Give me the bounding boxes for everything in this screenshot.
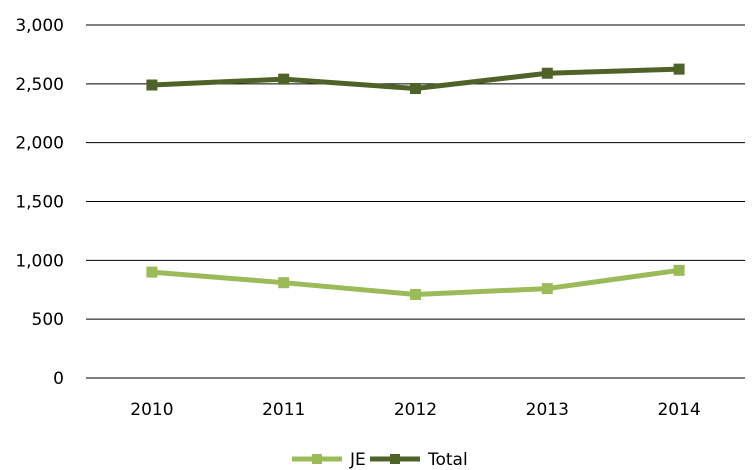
data-point bbox=[410, 83, 421, 95]
series-total bbox=[146, 63, 685, 95]
y-tick-label: 500 bbox=[32, 310, 64, 330]
y-tick-label: 3,000 bbox=[15, 16, 64, 36]
data-point bbox=[541, 67, 553, 79]
legend-item-total: Total bbox=[370, 450, 468, 470]
y-tick-label: 1,000 bbox=[15, 251, 64, 271]
x-tick-label: 2010 bbox=[130, 400, 173, 420]
series-je bbox=[146, 264, 685, 300]
data-point bbox=[410, 288, 421, 300]
y-axis-tick-labels: 0 500 1,000 1,500 2,000 2,500 3,000 bbox=[15, 16, 64, 389]
x-tick-label: 2014 bbox=[657, 400, 700, 420]
y-tick-label: 1,500 bbox=[15, 193, 64, 213]
y-tick-label: 2,000 bbox=[15, 134, 64, 154]
x-tick-label: 2012 bbox=[394, 400, 437, 420]
data-point bbox=[673, 63, 685, 75]
data-point bbox=[146, 79, 158, 91]
legend-item-je: JE bbox=[292, 450, 366, 470]
series-lines bbox=[146, 63, 685, 300]
legend-swatch-marker bbox=[312, 454, 322, 464]
data-point bbox=[673, 264, 685, 276]
data-point bbox=[146, 266, 158, 278]
legend-label: Total bbox=[427, 450, 468, 470]
data-point bbox=[278, 73, 290, 85]
x-tick-label: 2013 bbox=[526, 400, 569, 420]
legend-swatch-marker bbox=[390, 454, 400, 464]
y-tick-label: 0 bbox=[53, 369, 64, 389]
x-axis-tick-labels: 2010 2011 2012 2013 2014 bbox=[130, 400, 700, 420]
x-tick-label: 2011 bbox=[262, 400, 305, 420]
legend: JE Total bbox=[292, 450, 468, 470]
gridlines bbox=[86, 24, 745, 379]
data-point bbox=[541, 283, 553, 295]
y-tick-label: 2,500 bbox=[15, 75, 64, 95]
legend-label: JE bbox=[349, 450, 366, 470]
data-point bbox=[278, 277, 290, 289]
